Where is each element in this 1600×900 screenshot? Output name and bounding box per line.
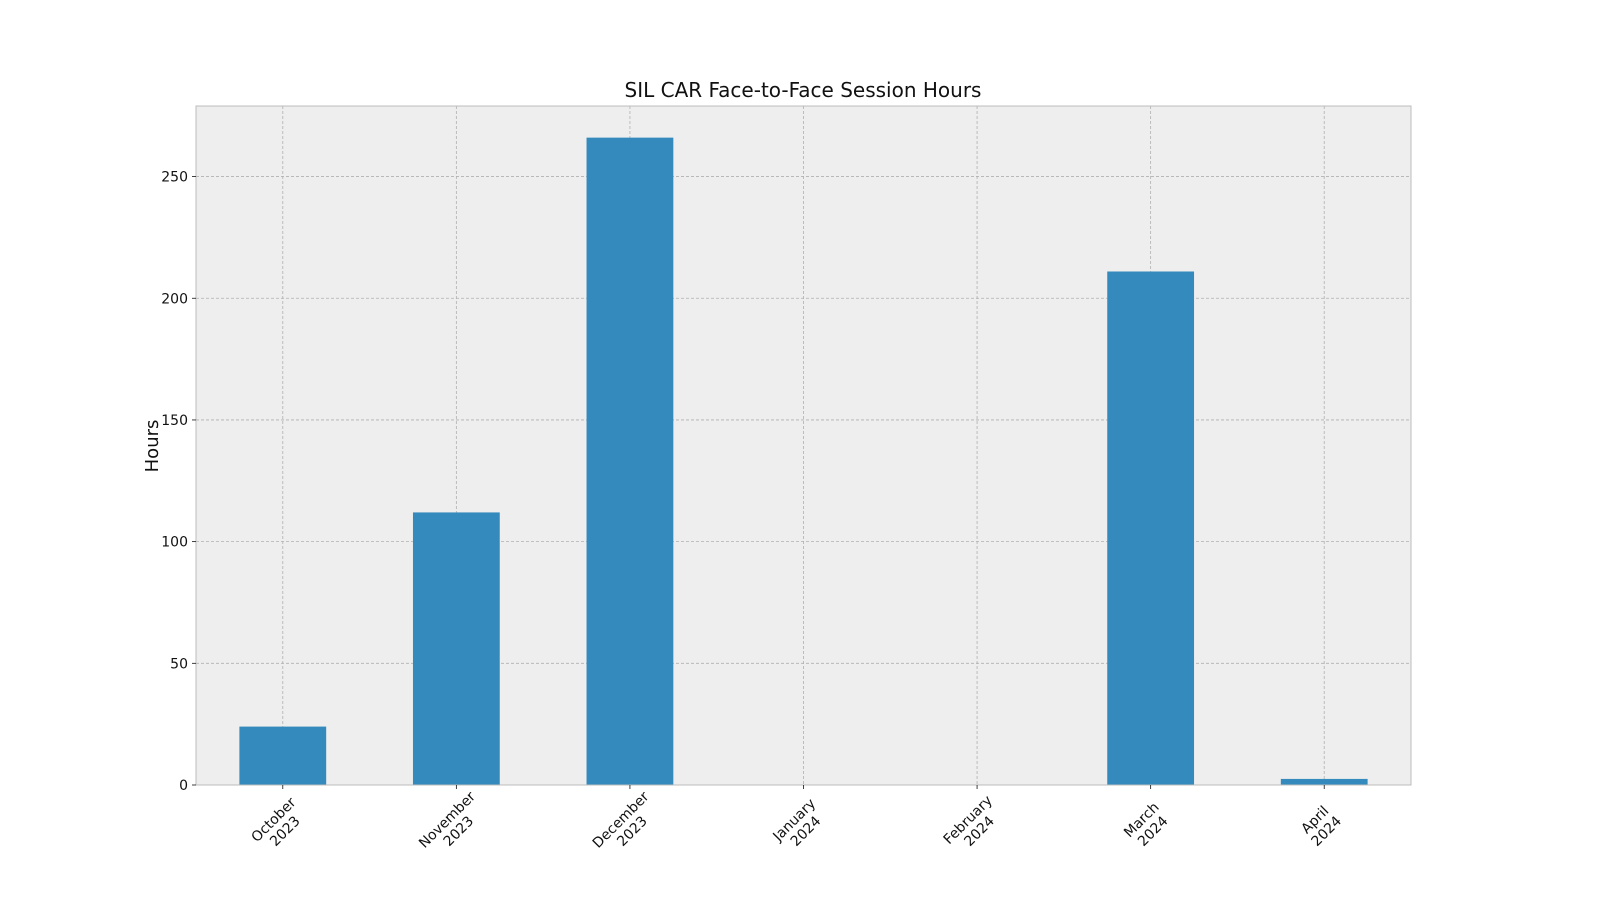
bar-march-2024 (1107, 271, 1195, 785)
x-tick-label: January2024 (770, 796, 831, 857)
bar-october-2023 (239, 726, 327, 785)
y-tick-label: 100 (161, 535, 188, 551)
y-axis-label: Hours (142, 420, 163, 473)
y-axis-ticks: 0 50 100 150 200 250 (161, 170, 196, 794)
chart-title: SIL CAR Face-to-Face Session Hours (625, 78, 982, 102)
x-axis-ticks: October2023 November2023 December2023 Janua… (249, 785, 1345, 863)
x-tick-label: October2023 (249, 795, 311, 857)
y-tick-label: 250 (161, 170, 188, 186)
y-tick-label: 0 (179, 778, 188, 794)
x-tick-label: April2024 (1297, 802, 1345, 850)
bar-december-2023 (586, 137, 674, 785)
x-tick-label: March2024 (1121, 799, 1174, 852)
x-tick-label: December2023 (590, 789, 664, 863)
y-tick-label: 50 (170, 656, 188, 672)
x-tick-label: November2023 (416, 789, 490, 863)
bar-april-2024 (1280, 778, 1368, 785)
bars (239, 137, 1368, 785)
y-tick-label: 150 (161, 413, 188, 429)
bar-november-2023 (412, 512, 500, 785)
y-tick-label: 200 (161, 291, 188, 307)
x-tick-label: February2024 (941, 793, 1008, 860)
